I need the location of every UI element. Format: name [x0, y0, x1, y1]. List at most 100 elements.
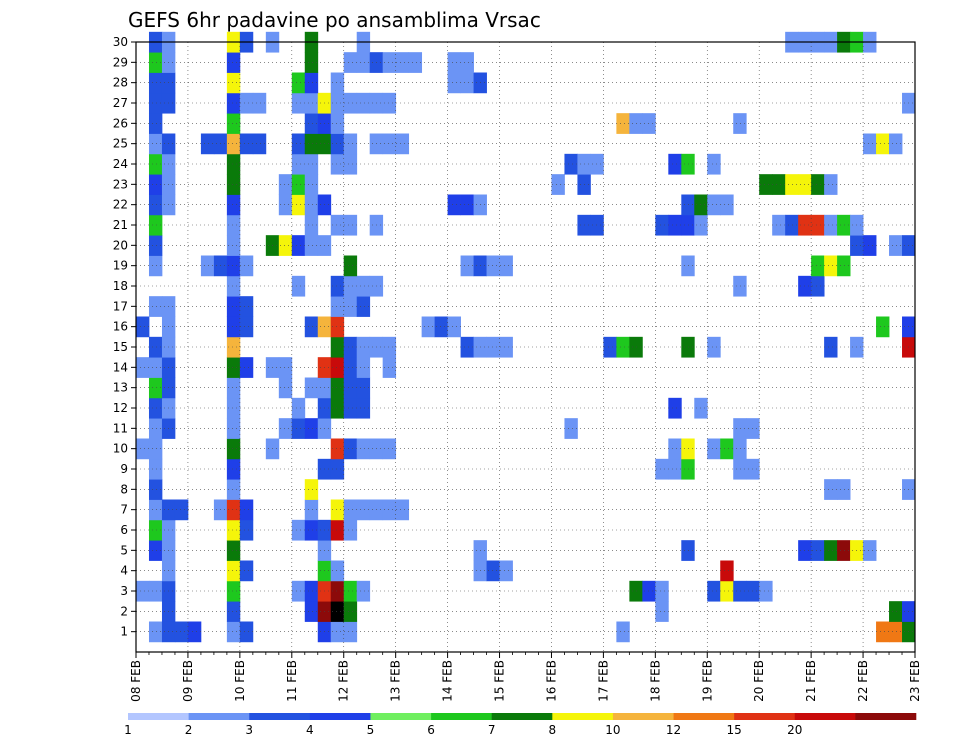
heat-cell	[330, 275, 345, 297]
heat-cell	[239, 621, 254, 643]
heat-cell	[226, 397, 241, 419]
heat-cell	[616, 621, 630, 643]
heat-cell	[811, 174, 825, 195]
heat-cell	[395, 499, 410, 521]
heat-cell	[681, 153, 695, 175]
heat-cell	[330, 458, 345, 480]
heat-cell	[343, 621, 358, 643]
colorbar-label: 3	[245, 723, 253, 737]
heat-cell	[226, 275, 241, 297]
heat-cell	[460, 336, 474, 358]
heat-cell	[226, 113, 241, 134]
heat-cell	[330, 621, 345, 643]
heat-cell	[434, 316, 448, 338]
cells-layer	[136, 31, 916, 643]
x-tick-label: 15 FEB	[493, 660, 507, 702]
heat-cell	[876, 621, 890, 643]
heat-cell	[278, 194, 293, 216]
heat-cell	[447, 72, 461, 94]
colorbar-swatch	[673, 713, 735, 720]
heat-cell	[382, 438, 397, 460]
heat-cell	[226, 519, 241, 541]
heat-cell	[226, 458, 241, 480]
y-tick-label: 10	[113, 442, 128, 456]
heat-cell	[148, 499, 163, 521]
heat-cell	[889, 621, 903, 643]
heat-cell	[252, 133, 267, 155]
y-tick-label: 9	[120, 462, 128, 476]
heat-cell	[824, 540, 838, 561]
heat-cell	[707, 194, 721, 216]
heat-cell	[291, 194, 306, 216]
y-tick-label: 18	[113, 279, 128, 293]
heat-cell	[278, 357, 293, 378]
heat-cell	[642, 113, 656, 134]
heat-cell	[148, 153, 163, 175]
heat-cell	[330, 316, 345, 338]
y-tick-label: 30	[113, 35, 128, 49]
y-tick-label: 1	[120, 625, 128, 639]
heat-cell	[148, 52, 163, 73]
colorbar-label: 20	[787, 723, 802, 737]
heat-cell	[720, 438, 734, 460]
colorbar-label: 5	[367, 723, 375, 737]
heat-cell	[681, 458, 695, 480]
colorbar-swatch	[491, 713, 553, 720]
heat-cell	[590, 214, 604, 236]
heat-cell	[330, 601, 345, 622]
heat-cell	[811, 255, 825, 277]
heat-cell	[876, 316, 890, 338]
heat-cell	[148, 92, 163, 114]
heat-cell	[447, 316, 461, 338]
heat-cell	[148, 336, 163, 358]
heat-cell	[226, 336, 241, 358]
x-tick-label: 16 FEB	[544, 660, 558, 702]
heat-cell	[356, 438, 371, 460]
heat-cell	[330, 72, 345, 94]
heat-cell	[304, 52, 319, 73]
colorbar-swatch	[855, 713, 917, 720]
heat-cell	[148, 72, 163, 94]
heat-cell	[668, 438, 682, 460]
heat-cell	[681, 438, 695, 460]
heat-cell	[811, 275, 825, 297]
heat-cell	[148, 418, 163, 439]
y-tick-label: 2	[120, 604, 128, 618]
heat-cell	[330, 519, 345, 541]
y-tick-label: 4	[120, 564, 128, 578]
heat-cell	[330, 560, 345, 582]
heat-cell	[655, 601, 669, 622]
heat-cell	[291, 418, 306, 439]
heat-cell	[239, 560, 254, 582]
heat-cell	[499, 255, 513, 277]
y-tick-label: 26	[113, 116, 128, 130]
heat-cell	[759, 580, 773, 602]
heat-cell	[291, 275, 306, 297]
heat-cell	[226, 601, 241, 622]
heat-cell	[226, 255, 241, 277]
heat-cell	[304, 214, 319, 236]
x-tick-label: 10 FEB	[233, 660, 247, 702]
x-tick-label: 08 FEB	[129, 660, 143, 702]
heat-cell	[330, 153, 345, 175]
heat-cell	[304, 194, 319, 216]
heat-cell	[863, 235, 877, 256]
heat-cell	[239, 296, 254, 317]
heat-cell	[136, 357, 150, 378]
heat-cell	[681, 214, 695, 236]
heat-cell	[486, 560, 500, 582]
heat-cell	[226, 479, 241, 500]
x-tick-label: 14 FEB	[441, 660, 455, 702]
heat-cell	[863, 133, 877, 155]
heat-cell	[226, 153, 241, 175]
heat-cell	[291, 235, 306, 256]
y-tick-label: 19	[113, 259, 128, 273]
heat-cell	[551, 174, 565, 195]
heat-cell	[226, 194, 241, 216]
colorbar-swatch	[188, 713, 250, 720]
y-tick-label: 3	[120, 584, 128, 598]
heat-cell	[226, 621, 241, 643]
heat-cell	[226, 377, 241, 399]
heat-cell	[148, 540, 163, 561]
heat-cell	[824, 479, 838, 500]
